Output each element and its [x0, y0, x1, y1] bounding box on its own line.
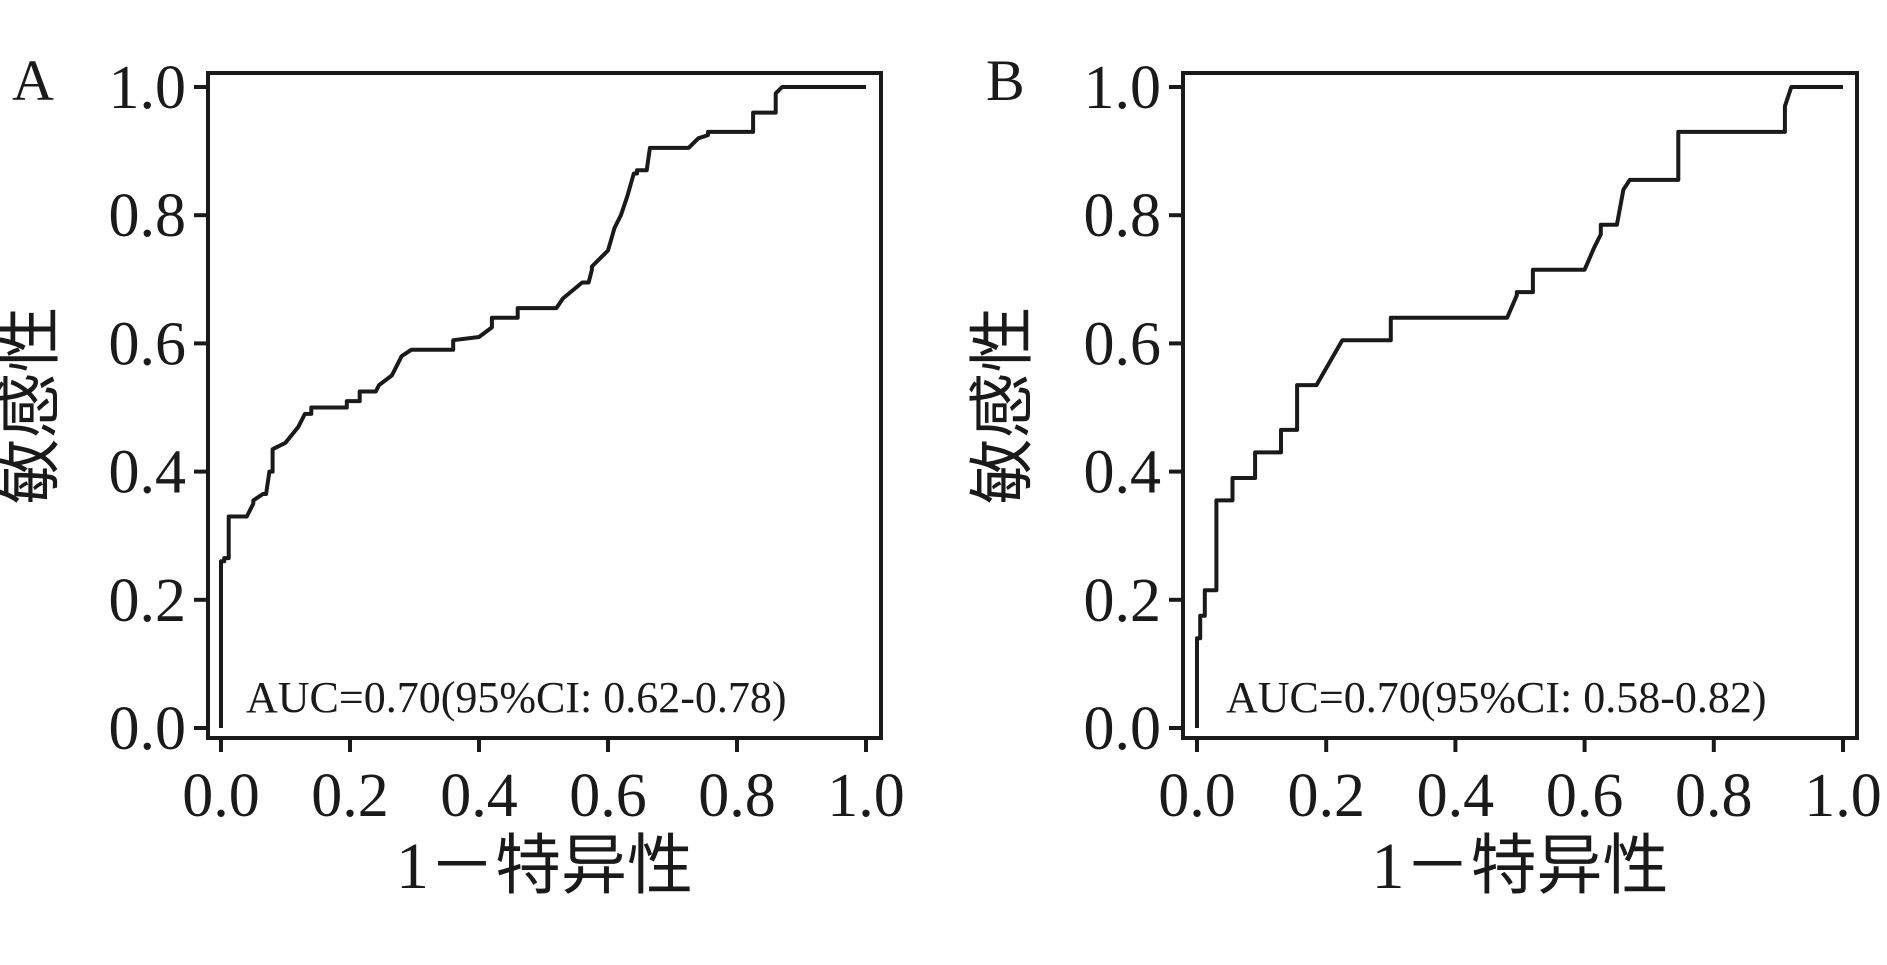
- x-tick-label: 0.4: [1417, 762, 1495, 830]
- x-axis: 0.0 0.2 0.4 0.6 0.8 1.0: [182, 738, 905, 830]
- y-tick-label: 1.0: [1084, 54, 1162, 122]
- x-tick-label: 1.0: [827, 762, 905, 830]
- y-tick-label: 0.8: [109, 182, 187, 250]
- y-tick-label: 0.2: [1084, 567, 1162, 635]
- x-tick-label: 0.6: [569, 762, 647, 830]
- panel-label: A: [12, 48, 54, 113]
- x-tick-label: 0.2: [311, 762, 389, 830]
- panel-label: B: [986, 48, 1025, 113]
- x-tick-label: 0.8: [1675, 762, 1753, 830]
- y-tick-label: 0.8: [1084, 182, 1162, 250]
- x-tick-label: 0.0: [182, 762, 260, 830]
- panel-b: B 0.00.20.40.60.81.0 0.0 0.2 0.4 0.6 0.8 1.0 …: [967, 48, 1882, 903]
- plot-frame: [1181, 71, 1859, 740]
- y-tick-label: 0.2: [109, 567, 187, 635]
- auc-annotation: AUC=0.70(95%CI: 0.62-0.78): [246, 673, 787, 722]
- y-axis: 0.0 0.2 0.4 0.6 0.8 1.0: [1084, 54, 1183, 763]
- y-tick-label: 1.0: [109, 54, 187, 122]
- auc-annotation: AUC=0.70(95%CI: 0.58-0.82): [1226, 673, 1767, 722]
- x-axis-title: 1－特异性: [396, 830, 693, 903]
- roc-curve: [219, 85, 866, 728]
- x-tick-label: 1.0: [1804, 762, 1882, 830]
- y-tick-label: 0.4: [109, 439, 187, 507]
- panel-a: A 0.00.20.40.60.81.0 0.0 0.2 0.4 0.6 0.8 1.0 …: [0, 48, 905, 903]
- x-axis-title: 1－特异性: [1372, 830, 1669, 903]
- y-tick-label: 0.0: [1084, 695, 1162, 763]
- x-tick-label: 0.8: [698, 762, 776, 830]
- y-tick-label: 0.4: [1084, 439, 1162, 507]
- roc-curve: [1195, 85, 1843, 728]
- x-axis: 0.0 0.2 0.4 0.6 0.8 1.0: [1158, 738, 1882, 830]
- y-tick-label: 0.0: [109, 695, 187, 763]
- y-axis: 0.0 0.2 0.4 0.6 0.8 1.0: [109, 54, 208, 763]
- x-tick-label: 0.0: [1158, 762, 1236, 830]
- y-tick-label: 0.6: [109, 310, 187, 378]
- y-axis-title: 敏感性: [0, 307, 67, 505]
- x-tick-label: 0.4: [440, 762, 518, 830]
- y-tick-label: 0.6: [1084, 310, 1162, 378]
- x-tick-label: 0.2: [1287, 762, 1365, 830]
- plot-frame: [206, 71, 883, 740]
- x-tick-label: 0.6: [1546, 762, 1624, 830]
- y-axis-title: 敏感性: [967, 307, 1040, 505]
